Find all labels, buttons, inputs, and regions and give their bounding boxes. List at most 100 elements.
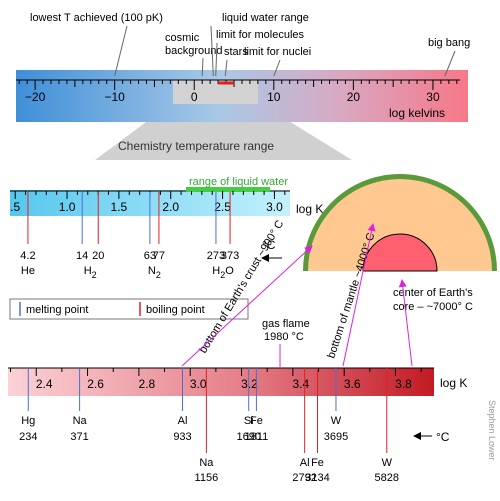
gas-flame-value: 1980 °C bbox=[264, 331, 304, 343]
substance-name: He bbox=[21, 265, 35, 277]
top-callout-label: background bbox=[165, 45, 223, 57]
high-tick-label: 3.6 bbox=[344, 377, 361, 391]
top-callout-label: limit for molecules bbox=[216, 29, 305, 41]
element-symbol: Fe bbox=[311, 457, 324, 469]
boiling-point-value: 1156 bbox=[195, 472, 219, 484]
boiling-point-mark: Al 2792 bbox=[292, 368, 317, 484]
earth-mantle bbox=[308, 179, 492, 271]
boiling-point-value: 373 bbox=[221, 250, 239, 262]
melting-point-value: 14 bbox=[76, 250, 88, 262]
high-scale-bar bbox=[8, 368, 434, 396]
top-callout-leader bbox=[114, 25, 128, 77]
boiling-point-mark: Fe 3134 bbox=[305, 368, 330, 484]
high-temperature-scale: 2.4 2.6 2.8 3.0 3.2 3.4 3.6 3.8 log K Hg 234 Na 37… bbox=[8, 367, 467, 484]
credit: Stephen Lower bbox=[487, 400, 497, 461]
top-callout-label: stars bbox=[224, 46, 248, 58]
element-symbol: W bbox=[331, 415, 342, 427]
core-pointer-arrow bbox=[398, 279, 413, 367]
substance-name: H2 bbox=[84, 265, 97, 280]
high-tick-label: 3.8 bbox=[395, 377, 412, 391]
top-tick-label: 0 bbox=[191, 90, 198, 104]
top-callout-label: liquid water range bbox=[222, 12, 309, 24]
melting-point-mark: Al 933 bbox=[173, 368, 192, 443]
core-label-line1: center of Earth's bbox=[393, 287, 473, 299]
top-callout-label: big bang bbox=[428, 37, 470, 49]
low-tick-label: 2.5 bbox=[214, 200, 231, 214]
melting-point-value: 63 bbox=[144, 250, 156, 262]
substance-mark: 14 20 H2 bbox=[76, 192, 104, 280]
melting-point-value: 273 bbox=[207, 250, 225, 262]
element-symbol: Al bbox=[300, 457, 310, 469]
element-symbol: Hg bbox=[21, 415, 35, 427]
melting-point-mark: Na 371 bbox=[70, 368, 89, 443]
core-label-line2: core – ~7000° C bbox=[393, 301, 473, 313]
chemistry-range-window bbox=[173, 80, 258, 104]
boiling-point-value: 5828 bbox=[375, 472, 399, 484]
top-callout-label: limit for nuclei bbox=[244, 46, 311, 58]
boiling-point-value: 20 bbox=[92, 250, 104, 262]
top-callout-label: cosmic bbox=[165, 32, 200, 44]
element-symbol: Si bbox=[244, 415, 254, 427]
top-callout: big bang bbox=[428, 37, 470, 77]
top-callout-leader bbox=[215, 42, 218, 77]
melting-point-value: 1811 bbox=[245, 431, 269, 443]
element-symbol: W bbox=[382, 457, 393, 469]
top-callout-leader bbox=[201, 57, 204, 77]
legend-box bbox=[9, 298, 249, 320]
liquid-water-label: range of liquid water bbox=[189, 176, 288, 188]
high-tick-label: 3.4 bbox=[293, 377, 310, 391]
top-tick-label: 10 bbox=[267, 90, 281, 104]
top-callout-leader bbox=[273, 59, 281, 77]
element-symbol: Na bbox=[199, 457, 214, 469]
high-celsius-label: °C bbox=[436, 430, 450, 444]
melting-point-mark: W 3695 bbox=[324, 368, 348, 443]
substance-name: N2 bbox=[148, 265, 161, 280]
low-tick-label: .5 bbox=[10, 200, 20, 214]
high-celsius-arrow: °C bbox=[413, 430, 450, 444]
top-tick-label: 30 bbox=[426, 90, 440, 104]
element-symbol: Fe bbox=[250, 415, 263, 427]
earth-cross-section: bottom of Earth's crust ~900° C bottom o… bbox=[197, 174, 497, 360]
low-scale-unit: log K bbox=[296, 202, 323, 216]
melting-point-value: 933 bbox=[173, 431, 191, 443]
low-temperature-scale: range of liquid water .5 1.0 1.5 2.0 2.5 3.0 … bbox=[10, 176, 323, 280]
top-callout: lowest T achieved (100 pK) bbox=[30, 12, 163, 77]
gas-flame-label: gas flame bbox=[262, 318, 310, 330]
legend-boiling-label: boiling point bbox=[146, 304, 205, 316]
high-tick-label: 2.6 bbox=[87, 377, 104, 391]
low-celsius-arrow: °C bbox=[261, 238, 282, 262]
melting-point-mark: Fe 1811 bbox=[245, 368, 269, 443]
melting-point-mark: Hg 234 bbox=[19, 368, 37, 443]
top-callout-label: lowest T achieved (100 pK) bbox=[30, 12, 163, 24]
top-callout: limit for molecules bbox=[215, 29, 305, 77]
boiling-point-value: 77 bbox=[153, 250, 165, 262]
boiling-point-mark: Na 1156 bbox=[195, 368, 219, 484]
boiling-point-value: 3134 bbox=[305, 472, 329, 484]
chemistry-range-label: Chemistry temperature range bbox=[118, 139, 274, 153]
low-celsius-label: °C bbox=[262, 238, 276, 252]
high-tick-label: 3.2 bbox=[241, 377, 258, 391]
top-tick-label: −20 bbox=[25, 90, 46, 104]
low-tick-label: 2.0 bbox=[162, 200, 179, 214]
boiling-point-mark: W 5828 bbox=[375, 368, 399, 484]
legend: melting point boiling point bbox=[9, 298, 249, 320]
melting-point-mark: Si 1690 bbox=[236, 368, 261, 443]
top-callout-leader bbox=[224, 59, 228, 77]
substance-mark: 4.2 He bbox=[20, 192, 36, 277]
low-tick-label: 1.0 bbox=[59, 200, 76, 214]
boiling-point-value: 2792 bbox=[292, 472, 316, 484]
melting-point-value: 1690 bbox=[236, 431, 260, 443]
top-callout-leader bbox=[444, 50, 456, 77]
substance-name: H2O bbox=[212, 265, 234, 280]
high-tick-label: 3.0 bbox=[190, 377, 207, 391]
top-callout: limit for nuclei bbox=[244, 46, 311, 77]
low-tick-label: 3.0 bbox=[266, 200, 283, 214]
top-tick-label: 20 bbox=[347, 90, 361, 104]
melting-point-value: 234 bbox=[19, 431, 37, 443]
top-callout-leader bbox=[210, 25, 214, 77]
legend-melting-label: melting point bbox=[26, 304, 88, 316]
